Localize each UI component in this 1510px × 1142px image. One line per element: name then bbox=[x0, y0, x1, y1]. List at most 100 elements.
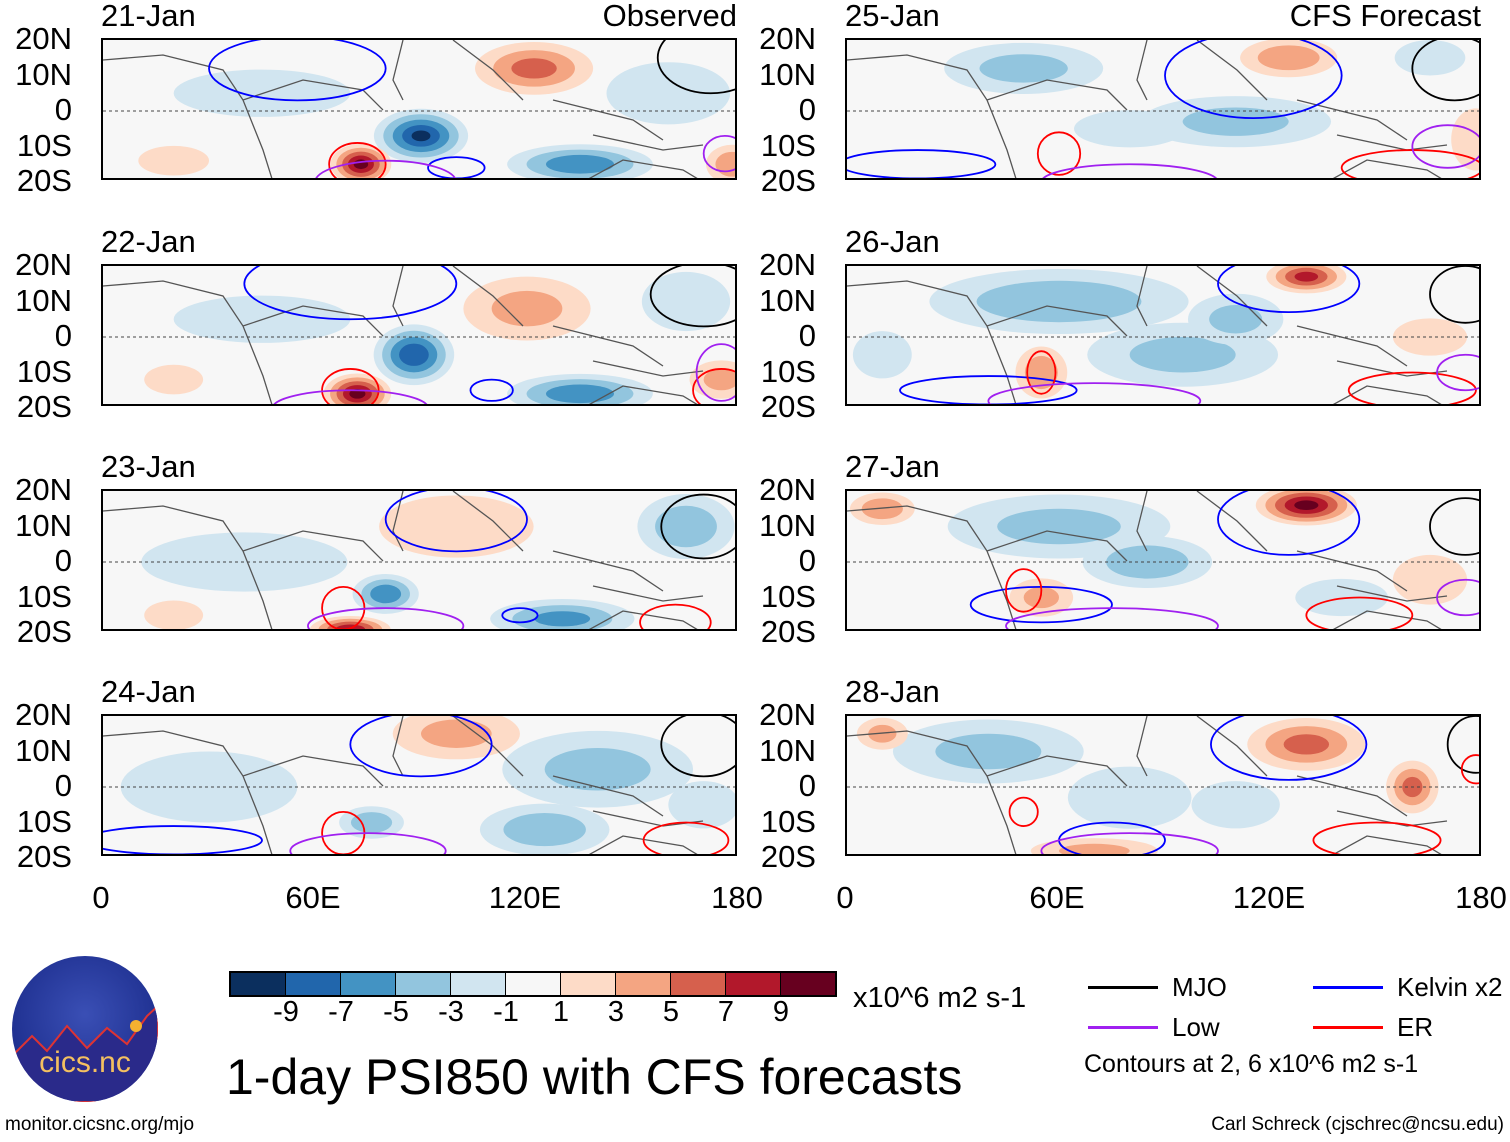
anomaly-blob bbox=[1030, 838, 1158, 854]
lon-tick: 0 bbox=[836, 880, 854, 915]
er-contour bbox=[328, 142, 387, 178]
kelvin-contour bbox=[501, 607, 539, 624]
lat-tick: 0 bbox=[798, 543, 816, 578]
anomaly-blob bbox=[120, 751, 298, 823]
er-contour bbox=[1305, 596, 1414, 629]
lat-tick: 20S bbox=[16, 614, 72, 649]
psi-map bbox=[845, 264, 1481, 406]
anomaly-blob bbox=[339, 806, 404, 839]
lat-tick: 20S bbox=[760, 614, 816, 649]
lat-tick: 20N bbox=[759, 697, 816, 732]
psi-map bbox=[101, 264, 737, 406]
low-contour bbox=[289, 832, 447, 854]
colorbar-swatch bbox=[616, 973, 671, 995]
panel-date: 28-Jan bbox=[845, 674, 940, 709]
anomaly-blob bbox=[475, 42, 594, 95]
colorbar-swatch bbox=[451, 973, 506, 995]
colorbar-label: 9 bbox=[772, 996, 790, 1028]
kelvin-contour bbox=[1217, 266, 1361, 314]
lat-tick: 10S bbox=[760, 803, 816, 839]
lat-tick: 20N bbox=[759, 472, 816, 507]
anomaly-blob bbox=[138, 145, 209, 176]
legend-item: ER bbox=[1313, 1012, 1433, 1043]
lat-tick: 20N bbox=[15, 697, 72, 732]
low-contour bbox=[1040, 832, 1219, 854]
anomaly-blob bbox=[929, 268, 1189, 335]
map-panel-27-Jan: 27-Jan bbox=[845, 449, 1481, 631]
anomaly-blob bbox=[849, 492, 915, 526]
er-contour bbox=[692, 368, 735, 404]
psi-map bbox=[845, 38, 1481, 180]
legend-item: MJO bbox=[1088, 972, 1227, 1003]
colorbar-label: -7 bbox=[328, 996, 354, 1028]
coastline bbox=[847, 716, 1448, 854]
lat-tick: 20N bbox=[15, 247, 72, 282]
colorbar-label: -1 bbox=[493, 996, 519, 1028]
panel-date: 27-Jan bbox=[845, 449, 940, 484]
low-contour bbox=[987, 382, 1202, 404]
colorbar-swatch bbox=[726, 973, 781, 995]
mjo-contour bbox=[649, 266, 735, 328]
anomaly-blob bbox=[606, 62, 731, 125]
map-panel-22-Jan: 22-Jan bbox=[101, 224, 737, 406]
anomaly-blob bbox=[507, 144, 653, 178]
anomaly-blob bbox=[479, 803, 610, 854]
anomaly-blob bbox=[1187, 293, 1284, 345]
anomaly-blob bbox=[463, 276, 591, 341]
kelvin-contour bbox=[384, 491, 528, 553]
psi-map bbox=[101, 714, 737, 856]
coastline bbox=[847, 266, 1448, 404]
footer-url[interactable]: monitor.cicsnc.org/mjo bbox=[5, 1114, 195, 1135]
lat-tick: 10S bbox=[16, 127, 72, 163]
lat-tick: 20N bbox=[759, 247, 816, 282]
lat-tick: 10S bbox=[16, 578, 72, 614]
coastline bbox=[103, 40, 704, 178]
anomaly-blob bbox=[1240, 40, 1338, 78]
mjo-contour bbox=[1411, 40, 1479, 102]
legend-line-icon bbox=[1088, 986, 1158, 989]
colorbar-swatch bbox=[671, 973, 726, 995]
low-contour bbox=[315, 159, 457, 178]
lat-tick: 20S bbox=[760, 389, 816, 424]
anomaly-blob bbox=[1392, 554, 1468, 605]
units-label: x10^6 m2 s-1 bbox=[853, 982, 1027, 1014]
psi-map bbox=[101, 489, 737, 631]
kelvin-contour bbox=[103, 825, 263, 854]
legend-line-icon bbox=[1088, 1026, 1158, 1029]
mjo-contour bbox=[660, 493, 735, 560]
er-contour bbox=[1026, 350, 1057, 395]
anomaly-blob bbox=[1067, 766, 1192, 829]
lat-tick: 20N bbox=[15, 472, 72, 507]
lat-tick: 20N bbox=[759, 21, 816, 56]
low-contour bbox=[702, 134, 735, 173]
anomaly-blob bbox=[1247, 718, 1366, 771]
low-contour bbox=[1436, 578, 1479, 617]
anomaly-blob bbox=[144, 600, 204, 629]
er-contour bbox=[1312, 821, 1442, 854]
legend-line-icon bbox=[1313, 986, 1383, 989]
panel-source-label: CFS Forecast bbox=[1289, 0, 1481, 33]
lat-tick: 20S bbox=[760, 163, 816, 198]
map-panel-26-Jan: 26-Jan bbox=[845, 224, 1481, 406]
coastline bbox=[847, 491, 1448, 629]
legend-label: MJO bbox=[1172, 972, 1227, 1002]
kelvin-contour bbox=[469, 378, 514, 402]
anomaly-blob bbox=[1255, 491, 1357, 526]
mjo-contour bbox=[1429, 497, 1479, 556]
lat-tick: 10N bbox=[15, 282, 72, 318]
low-contour bbox=[1411, 124, 1479, 169]
colorbar-swatch bbox=[781, 973, 835, 995]
anomaly-blob bbox=[1140, 96, 1332, 148]
er-contour bbox=[1008, 796, 1039, 827]
anomaly-blob bbox=[490, 599, 635, 629]
lat-tick: 20S bbox=[760, 839, 816, 874]
coastline bbox=[103, 266, 704, 404]
psi-map bbox=[845, 489, 1481, 631]
panel-date: 22-Jan bbox=[101, 224, 196, 259]
anomaly-blob bbox=[892, 719, 1084, 784]
er-contour bbox=[1340, 149, 1479, 178]
cics-logo: cics.nc bbox=[12, 956, 158, 1102]
legend-label: Low bbox=[1172, 1012, 1220, 1042]
mjo-contour bbox=[1446, 716, 1479, 774]
lat-tick: 0 bbox=[798, 92, 816, 127]
